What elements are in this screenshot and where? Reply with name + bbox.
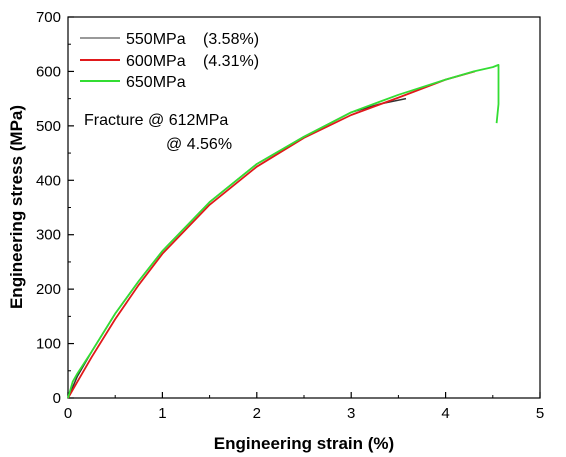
y-tick-label: 500 xyxy=(36,118,61,135)
legend-label-550: 550MPa xyxy=(126,31,186,48)
x-axis-title: Engineering strain (%) xyxy=(214,434,394,453)
y-tick-label: 700 xyxy=(36,9,61,26)
y-tick-label: 400 xyxy=(36,172,61,189)
legend-note-600: (4.31%) xyxy=(203,53,259,70)
series-line-550MPa xyxy=(67,97,407,399)
legend: 550MPa (3.58%) 600MPa (4.31%) 650MPa xyxy=(80,31,259,91)
legend-label-650: 650MPa xyxy=(126,74,186,91)
y-tick-label: 0 xyxy=(53,390,61,407)
fracture-annotation-stress: Fracture @ 612MPa xyxy=(84,112,228,129)
legend-note-550: (3.58%) xyxy=(203,31,259,48)
x-tick-label: 5 xyxy=(536,405,544,422)
y-tick-label: 200 xyxy=(36,281,61,298)
x-tick-labels: 0 1 2 3 4 5 xyxy=(64,405,544,422)
fracture-annotation-strain: @ 4.56% xyxy=(166,136,232,153)
x-tick-label: 4 xyxy=(441,405,449,422)
data-series xyxy=(67,64,500,399)
series-line-650MPa xyxy=(67,64,500,399)
x-tick-label: 3 xyxy=(347,405,355,422)
y-tick-label: 300 xyxy=(36,227,61,244)
y-tick-label: 100 xyxy=(36,336,61,353)
legend-label-600: 600MPa xyxy=(126,53,186,70)
series-line-600MPa xyxy=(67,70,476,399)
x-tick-label: 1 xyxy=(158,405,166,422)
y-tick-label: 600 xyxy=(36,63,61,80)
x-tick-label: 2 xyxy=(253,405,261,422)
y-tick-labels: 0 100 200 300 400 500 600 700 xyxy=(36,9,61,407)
x-tick-label: 0 xyxy=(64,405,72,422)
y-axis-title: Engineering stress (MPa) xyxy=(7,105,26,309)
